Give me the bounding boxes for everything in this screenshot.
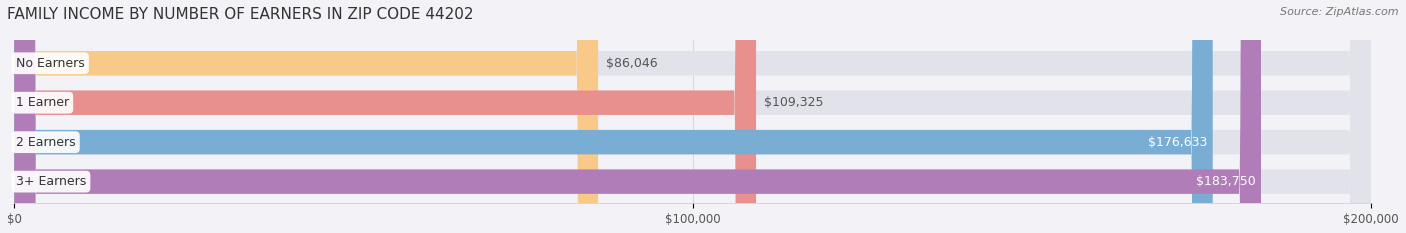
Text: $183,750: $183,750 — [1197, 175, 1256, 188]
Text: $86,046: $86,046 — [606, 57, 658, 70]
Text: 2 Earners: 2 Earners — [15, 136, 76, 149]
FancyBboxPatch shape — [14, 0, 1371, 233]
FancyBboxPatch shape — [14, 0, 1371, 233]
Text: FAMILY INCOME BY NUMBER OF EARNERS IN ZIP CODE 44202: FAMILY INCOME BY NUMBER OF EARNERS IN ZI… — [7, 7, 474, 22]
FancyBboxPatch shape — [14, 0, 1371, 233]
FancyBboxPatch shape — [14, 0, 1213, 233]
Text: 3+ Earners: 3+ Earners — [15, 175, 86, 188]
Text: Source: ZipAtlas.com: Source: ZipAtlas.com — [1281, 7, 1399, 17]
FancyBboxPatch shape — [14, 0, 1371, 233]
Text: $109,325: $109,325 — [765, 96, 824, 109]
FancyBboxPatch shape — [14, 0, 598, 233]
Text: No Earners: No Earners — [15, 57, 84, 70]
Text: 1 Earner: 1 Earner — [15, 96, 69, 109]
FancyBboxPatch shape — [14, 0, 756, 233]
Text: $176,633: $176,633 — [1147, 136, 1208, 149]
FancyBboxPatch shape — [14, 0, 1261, 233]
